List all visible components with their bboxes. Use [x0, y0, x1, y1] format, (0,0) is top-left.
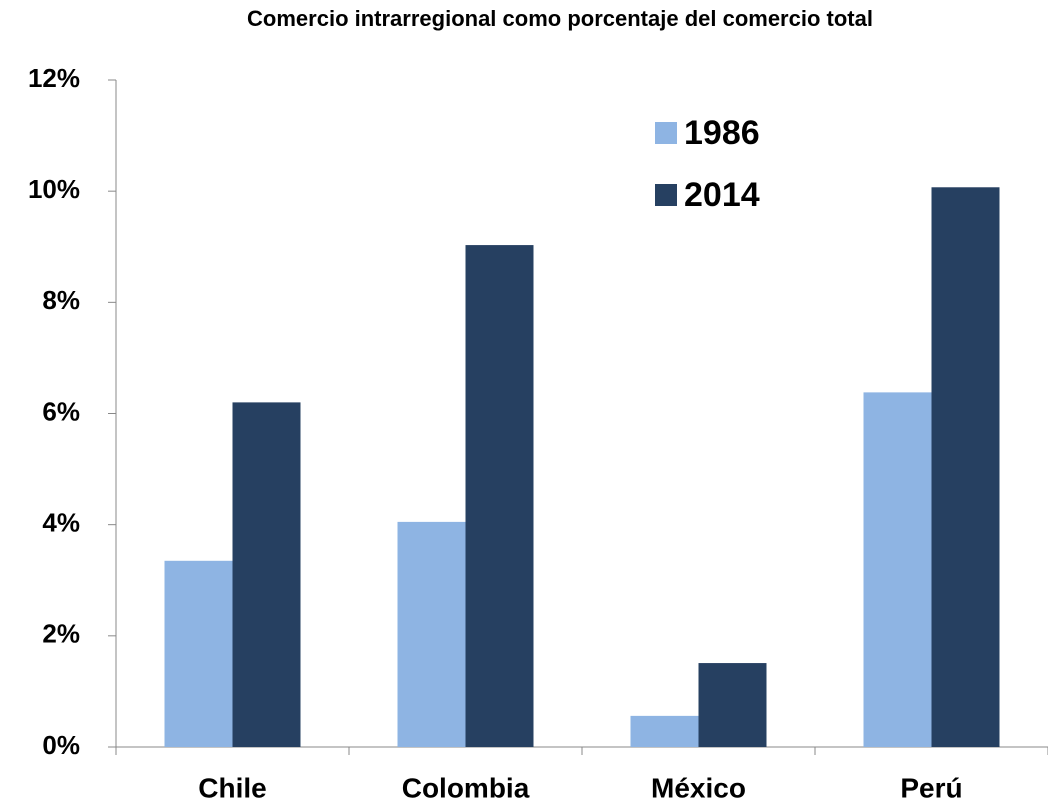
y-tick-label: 4%	[42, 508, 80, 538]
legend-swatch	[655, 184, 677, 206]
legend-label: 1986	[684, 114, 760, 152]
x-tick-label: Chile	[198, 772, 266, 803]
bar	[698, 663, 767, 747]
bar	[465, 245, 534, 747]
y-tick-label: 8%	[42, 285, 80, 315]
legend-label: 2014	[684, 176, 760, 214]
bar	[863, 392, 932, 747]
x-tick-label: Perú	[900, 772, 962, 803]
bar	[931, 187, 1000, 748]
x-tick-label: México	[651, 772, 746, 803]
y-tick-label: 10%	[28, 174, 80, 204]
bar	[164, 560, 233, 747]
bar	[630, 715, 699, 747]
bar	[232, 402, 301, 747]
y-tick-label: 0%	[42, 730, 80, 760]
y-tick-label: 12%	[28, 63, 80, 93]
bar	[397, 521, 466, 747]
x-tick-label: Colombia	[402, 772, 530, 803]
y-tick-label: 6%	[42, 396, 80, 426]
chart-title: Comercio intrarregional como porcentaje …	[247, 6, 873, 31]
y-tick-label: 2%	[42, 619, 80, 649]
legend-swatch	[655, 122, 677, 144]
